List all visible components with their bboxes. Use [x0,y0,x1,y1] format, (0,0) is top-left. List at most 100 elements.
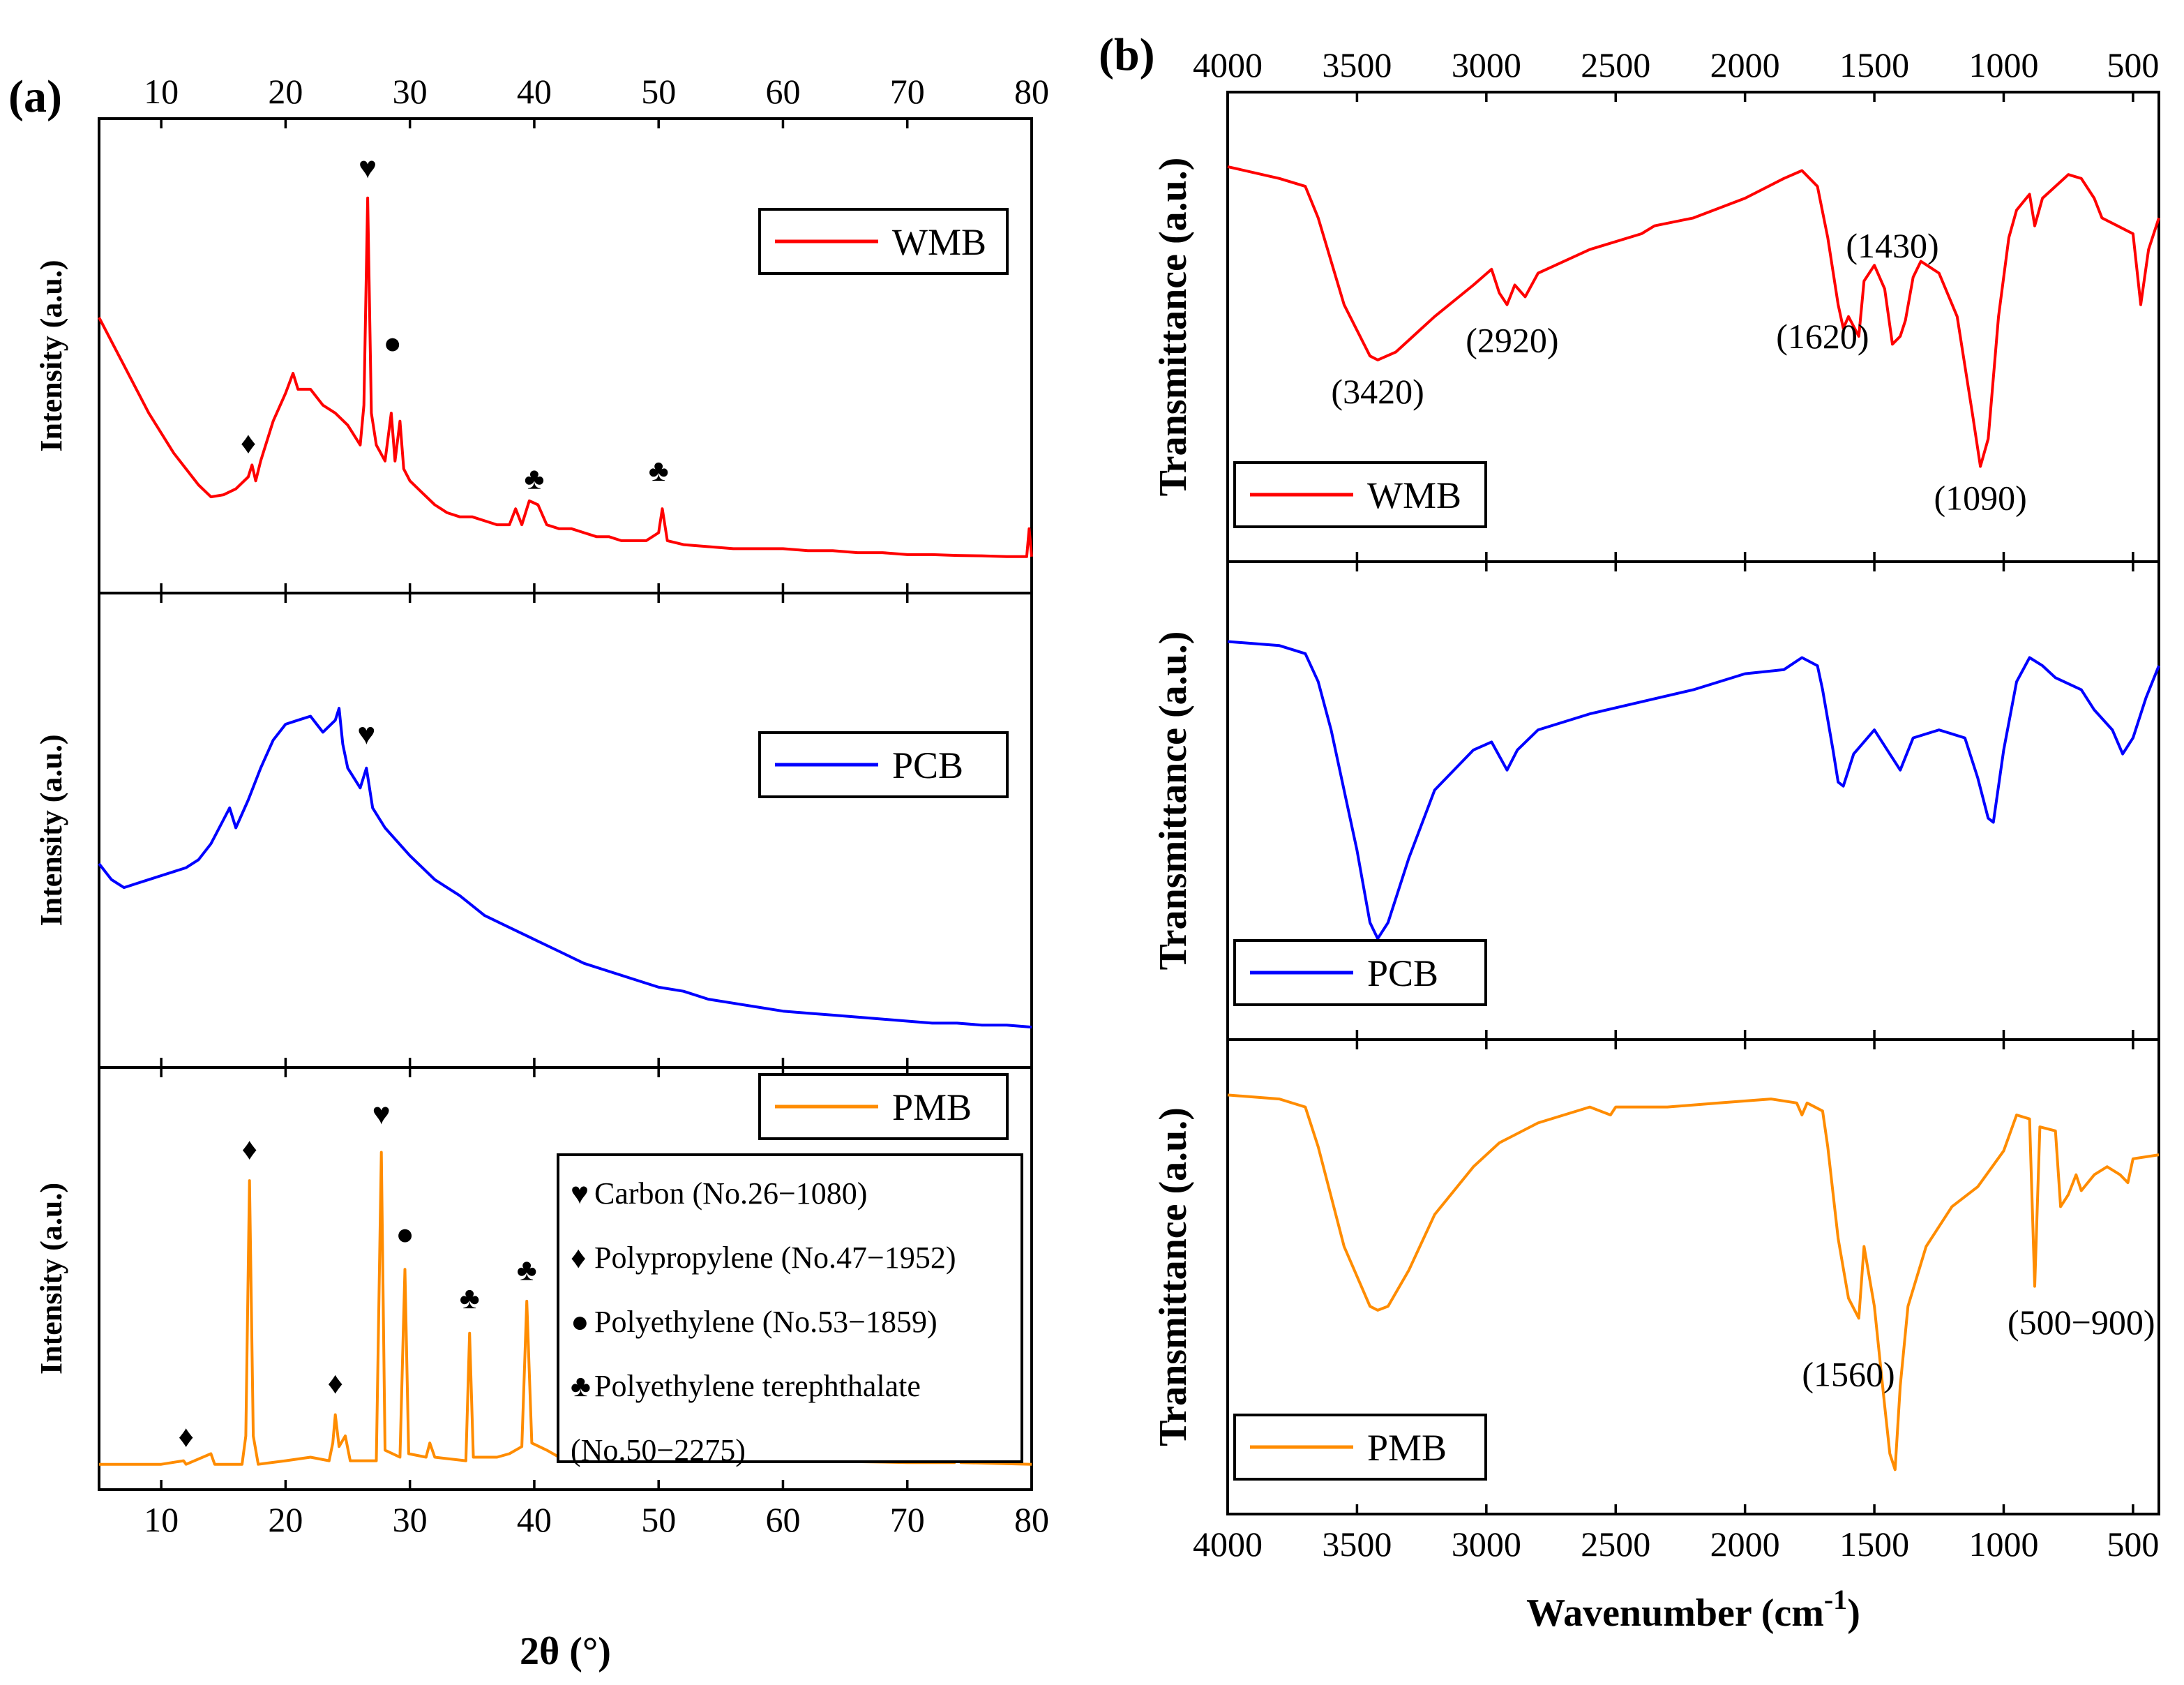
phase-key-label: Polyethylene terephthalate [594,1369,921,1403]
xrd-chart: Intensity (a.u.)WMB♦♥●♣ ♣Intensity (a.u.)… [34,72,1049,1673]
y-axis-label: Intensity (a.u.) [34,260,68,451]
phase-marker: ♥ [357,717,375,751]
legend-wmb: WMB [758,208,1009,275]
legend-label: PCB [1367,952,1438,994]
panel-frame [98,592,1033,1069]
phase-marker: ♥ [372,1097,391,1131]
panel-pmb: Transmittance (a.u.) PMB (1560) (500−900) [1152,1038,2160,1515]
phase-key-label: Polypropylene (No.47−1952) [594,1241,956,1275]
x-tick-label-bottom: 3000 [1452,1525,1521,1564]
panel-frame [98,117,1033,594]
x-tick-label-top: 2000 [1710,45,1780,84]
x-tick-label-top: 30 [393,72,428,111]
x-tick-label-bottom: 70 [890,1500,925,1539]
x-tick-label-bottom: 1000 [1969,1525,2039,1564]
x-tick-label-bottom: 500 [2107,1525,2159,1564]
series-line-pcb [1227,640,2160,941]
phase-key-symbol: ♥ [571,1176,589,1211]
phase-marker: ♣ [460,1281,480,1315]
ftir-chart: Transmittance (a.u.) WMB (3420) (2920) (1620… [1152,45,2160,1635]
x-tick-label-top: 1500 [1839,45,1909,84]
x-tick-label-bottom: 50 [641,1500,676,1539]
phase-key-label: Polyethylene (No.53−1859) [594,1305,937,1339]
panel-pcb: Intensity (a.u.) PCB ♥ [34,592,1033,1069]
y-axis-label: Intensity (a.u.) [34,1183,68,1375]
x-axis-title-main: Wavenumber (cm [1526,1592,1824,1635]
x-tick-label-top: 3500 [1322,45,1392,84]
x-axis-title: 2θ (°) [520,1630,611,1673]
x-tick-label-top: 1000 [1969,45,2039,84]
legend-pmb: PMB [758,1073,1009,1140]
panel-frame [1226,1038,2160,1515]
legend-label: WMB [892,221,986,263]
series-line-wmb [98,196,1033,558]
x-tick-label-top: 500 [2107,45,2159,84]
legend-label: PMB [892,1086,972,1128]
x-tick-label-top: 60 [765,72,800,111]
legend-pcb: PCB [1233,939,1487,1006]
x-tick-label-top: 80 [1014,72,1049,111]
x-tick-label-bottom: 20 [268,1500,303,1539]
panel-wmb: Intensity (a.u.) WMB ♦ ♥ ● ♣ ♣ [34,117,1033,594]
y-axis-label: Transmittance (a.u.) [1152,158,1195,497]
peak-label: (1090) [1934,479,2026,518]
peak-label: (3420) [1331,372,1424,411]
x-tick-label-top: 3000 [1452,45,1521,84]
peak-label: (1430) [1846,226,1938,265]
panel-pcb: Transmittance (a.u.) PCB [1152,560,2160,1041]
x-tick-label-bottom: 2000 [1710,1525,1780,1564]
phase-key-symbol: ● [571,1305,589,1339]
x-tick-label-top: 10 [144,72,179,111]
x-axis-title: Wavenumber (cm-1) [1526,1584,1860,1635]
x-tick-label-bottom: 80 [1014,1500,1049,1539]
x-tick-label-bottom: 2500 [1581,1525,1650,1564]
x-tick-label-top: 50 [641,72,676,111]
legend-label: WMB [1367,474,1461,516]
y-axis-label: Transmittance (a.u.) [1152,631,1195,971]
phase-marker: ♦ [179,1419,194,1453]
phase-marker: ● [383,326,402,360]
phase-marker: ♥ [359,151,377,185]
legend-label: PMB [1367,1427,1447,1469]
x-tick-label-top: 20 [268,72,303,111]
phase-marker: ♣ [649,454,669,488]
x-tick-label-top: 70 [890,72,925,111]
x-tick-label-bottom: 4000 [1193,1525,1263,1564]
phase-key-box [557,1153,1023,1463]
phase-marker: ♣ [517,1252,537,1287]
panel-frame [98,1066,1033,1491]
x-tick-label-top: 40 [517,72,552,111]
phase-key-label: (No.50−2275) [571,1433,746,1467]
x-tick-label-bottom: 40 [517,1500,552,1539]
panel-b-label: (b) [1099,29,1155,80]
series-line-wmb [1227,165,2160,468]
peak-label: (1620) [1776,317,1869,356]
legend-wmb: WMB [1233,461,1487,528]
phase-key: ♥ Carbon (No.26−1080)♦ Polypropylene (No.4… [557,1153,1023,1467]
phase-marker: ♣ [524,462,544,496]
series-line-pcb [98,707,1032,1029]
x-tick-label-bottom: 60 [765,1500,800,1539]
legend-pmb: PMB [1233,1414,1487,1481]
x-tick-label-top: 2500 [1581,45,1650,84]
x-tick-label-top: 4000 [1193,45,1263,84]
phase-marker: ● [396,1218,414,1252]
phase-marker: ♦ [327,1366,342,1400]
panel-wmb: Transmittance (a.u.) WMB (3420) (2920) (1620… [1152,91,2160,563]
x-axis-title-sup: -1 [1824,1584,1847,1615]
phase-key-label: Carbon (No.26−1080) [594,1176,867,1211]
phase-marker: ♦ [241,1132,257,1167]
series-line-pmb [1227,1093,2160,1471]
y-axis-label: Intensity (a.u.) [34,734,68,926]
peak-label: (500−900) [2008,1303,2155,1342]
legend-pcb: PCB [758,731,1009,798]
x-tick-label-bottom: 1500 [1839,1525,1909,1564]
y-axis-label: Transmittance (a.u.) [1152,1107,1195,1446]
x-tick-label-bottom: 30 [393,1500,428,1539]
panel-a-label: (a) [8,71,62,122]
phase-marker: ♦ [241,426,256,460]
phase-key-symbol: ♦ [571,1241,586,1275]
x-axis-title-close: ) [1847,1592,1860,1635]
x-tick-label-bottom: 3500 [1322,1525,1392,1564]
